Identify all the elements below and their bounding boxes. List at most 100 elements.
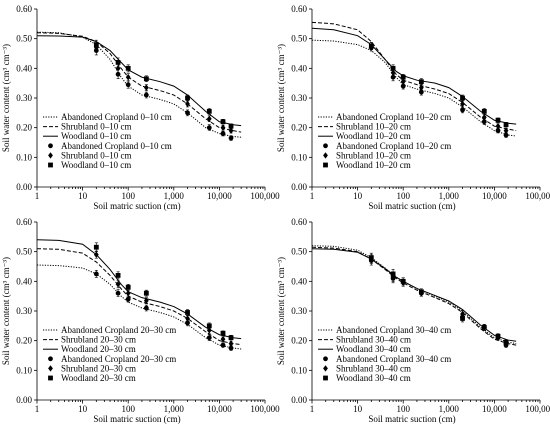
data-point <box>143 92 149 98</box>
chart-svg: 0.00 0.10 0.20 0.30 0.40 0.50 0.60 1 10 100 1,000 1… <box>276 4 550 211</box>
data-point <box>390 65 396 71</box>
x-tick-label: 100,000 <box>250 191 280 201</box>
data-point <box>125 82 131 88</box>
data-point <box>93 42 99 47</box>
y-tick-label: 0.00 <box>291 395 307 405</box>
data-point <box>220 342 226 348</box>
y-axis-title: Soil water content (cm³ cm⁻³) <box>276 257 286 365</box>
legend-label: Abandoned Cropland 10–20 cm <box>336 141 451 151</box>
legend-marker <box>48 375 53 381</box>
x-tick-label: 1 <box>310 191 315 201</box>
data-point <box>495 117 501 123</box>
y-tick-label: 0.40 <box>291 276 307 286</box>
data-point <box>93 271 99 277</box>
y-tick-label: 0.60 <box>16 217 32 227</box>
x-tick-label: 1,000 <box>164 404 185 414</box>
fit-line-1 <box>311 21 517 132</box>
legend-label: Woodland 30–40 cm <box>336 373 411 383</box>
legend-label: Abandoned Cropland 10–20 cm <box>336 112 451 122</box>
x-axis-title: Soil matric suction (cm) <box>93 201 180 211</box>
legend-label: Shrubland 10–20 cm <box>336 122 411 132</box>
data-point <box>220 124 226 131</box>
y-tick-label: 0.50 <box>16 34 32 44</box>
fit-line-1 <box>36 248 242 346</box>
chart-svg: 0.00 0.10 0.20 0.30 0.40 0.50 0.60 1 10 100 1,000 1… <box>1 4 280 211</box>
data-point <box>115 290 121 296</box>
data-point <box>125 296 131 302</box>
fit-curve <box>311 21 517 132</box>
data-point <box>418 289 424 295</box>
fit-line-2 <box>311 27 517 125</box>
x-tick-label: 1 <box>35 404 40 414</box>
data-point <box>143 84 149 91</box>
y-tick-label: 0.00 <box>16 395 32 405</box>
data-point <box>228 345 234 351</box>
data-point <box>503 339 509 345</box>
legend-marker <box>48 365 53 372</box>
y-tick-label: 0.40 <box>291 63 307 73</box>
data-point <box>220 119 226 125</box>
legend-label: Abandoned Cropland 0–10 cm <box>61 112 172 122</box>
fit-line-2 <box>36 239 242 340</box>
data-point <box>206 323 212 329</box>
fit-line-0 <box>36 31 242 138</box>
x-axis-title: Soil matric suction (cm) <box>93 414 180 424</box>
y-tick-label: 0.10 <box>291 365 307 375</box>
data-point <box>115 273 121 278</box>
x-tick-label: 100 <box>396 404 410 414</box>
data-point <box>228 123 234 129</box>
legend-label: Shrubland 30–40 cm <box>336 363 411 373</box>
legend-marker <box>323 162 328 168</box>
data-point <box>185 110 190 116</box>
data-point <box>115 60 121 65</box>
x-tick-label: 100,000 <box>525 404 550 414</box>
x-tick-label: 10 <box>353 191 363 201</box>
y-tick-label: 0.10 <box>291 152 307 162</box>
data-point <box>228 335 234 341</box>
legend: Abandoned Cropland 0–10 cm Shrubland 0–10… <box>43 112 172 170</box>
legend-marker <box>323 375 328 381</box>
fit-line-0 <box>311 39 517 137</box>
data-point <box>206 108 212 114</box>
fit-line-2 <box>36 35 242 127</box>
data-point <box>228 135 234 141</box>
y-tick-label: 0.60 <box>291 4 307 14</box>
y-tick-label: 0.30 <box>16 93 32 103</box>
legend-label: Shrubland 10–20 cm <box>336 150 411 160</box>
fit-curve <box>311 248 517 342</box>
y-tick-label: 0.10 <box>16 365 32 375</box>
data-point <box>143 305 149 311</box>
data-point <box>460 100 465 108</box>
data-point <box>400 278 406 284</box>
legend-label: Abandoned Cropland 20–30 cm <box>61 354 176 364</box>
data-point <box>418 79 424 85</box>
data-point <box>125 65 131 71</box>
data-point <box>125 74 131 81</box>
fit-curve <box>311 27 517 125</box>
observed-5 <box>368 42 509 128</box>
y-tick-label: 0.20 <box>16 336 32 346</box>
fit-curve <box>36 239 242 340</box>
observed-5 <box>368 252 509 345</box>
x-tick-label: 10 <box>78 191 88 201</box>
x-tick-label: 10,000 <box>482 191 507 201</box>
data-point <box>460 95 465 101</box>
x-tick-label: 10,000 <box>207 191 232 201</box>
fit-curve <box>311 39 517 137</box>
legend-label: Shrubland 0–10 cm <box>61 150 132 160</box>
legend-label: Woodland 10–20 cm <box>336 160 411 170</box>
observed-5 <box>93 39 234 129</box>
legend-marker <box>323 152 328 159</box>
legend-label: Shrubland 20–30 cm <box>61 335 136 345</box>
panel-bottom-right: 0.00 0.10 0.20 0.30 0.40 0.50 0.60 1 10 100 1,000 1… <box>275 213 550 426</box>
legend-label: Woodland 20–30 cm <box>61 373 136 383</box>
data-point <box>206 335 212 341</box>
chart-svg: 0.00 0.10 0.20 0.30 0.40 0.50 0.60 1 10 100 1,000 1… <box>276 217 550 424</box>
fit-line-1 <box>36 32 242 133</box>
y-tick-label: 0.30 <box>291 93 307 103</box>
legend-label: Woodland 20–30 cm <box>61 344 136 354</box>
data-point <box>115 281 121 288</box>
data-point <box>220 131 226 137</box>
